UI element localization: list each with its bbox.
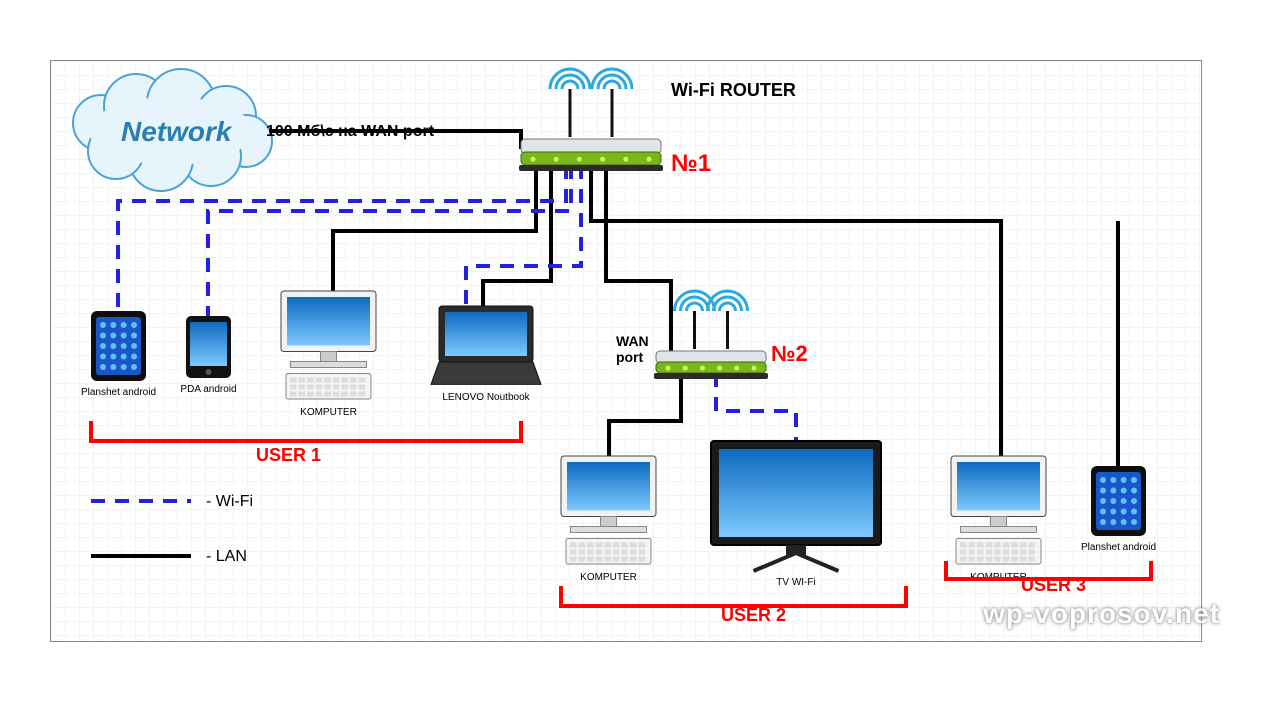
svg-text:TV WI-Fi: TV WI-Fi: [776, 577, 815, 588]
svg-text:100 Мб\с на WAN port: 100 Мб\с на WAN port: [266, 123, 435, 140]
svg-text:USER 2: USER 2: [721, 605, 786, 625]
lan-connection: [333, 165, 536, 293]
desktop-icon: [281, 291, 376, 399]
desktop-icon: [561, 456, 656, 564]
svg-text:port: port: [616, 349, 644, 365]
lan-connection: [606, 165, 671, 353]
svg-text:- LAN: - LAN: [206, 548, 247, 565]
svg-text:Planshet android: Planshet android: [81, 387, 156, 398]
svg-text:№1: №1: [671, 150, 711, 177]
wifi-connection: [208, 165, 571, 319]
lan-connection: [609, 373, 681, 459]
user-bracket: [561, 586, 906, 606]
lan-connection: [483, 165, 551, 309]
diagram-frame: Planshet android PDA android KOMPUTER LENOV…: [50, 60, 1202, 642]
svg-text:KOMPUTER: KOMPUTER: [580, 572, 637, 583]
svg-text:PDA android: PDA android: [180, 384, 236, 395]
desktop-icon: [951, 456, 1046, 564]
svg-text:Network: Network: [121, 116, 233, 147]
svg-text:LENOVO Noutbook: LENOVO Noutbook: [442, 392, 530, 403]
watermark: wp-voprosov.net: [983, 598, 1220, 630]
svg-text:Planshet android: Planshet android: [1081, 542, 1156, 553]
user-bracket: [91, 421, 521, 441]
svg-text:KOMPUTER: KOMPUTER: [300, 407, 357, 418]
tv-icon: [711, 441, 881, 571]
tablet-icon: [1091, 466, 1146, 536]
svg-text:USER 1: USER 1: [256, 445, 321, 465]
svg-text:USER 3: USER 3: [1021, 575, 1086, 595]
pda-icon: [186, 316, 231, 378]
svg-text:WAN: WAN: [616, 333, 649, 349]
diagram-svg: Planshet android PDA android KOMPUTER LENOV…: [51, 61, 1201, 641]
tablet-icon: [91, 311, 146, 381]
svg-text:Wi-Fi ROUTER: Wi-Fi ROUTER: [671, 80, 796, 100]
laptop-icon: [431, 306, 541, 384]
svg-text:№2: №2: [771, 341, 808, 366]
router-icon: [519, 69, 663, 171]
wifi-connection: [716, 373, 796, 444]
svg-text:- Wi-Fi: - Wi-Fi: [206, 493, 253, 510]
